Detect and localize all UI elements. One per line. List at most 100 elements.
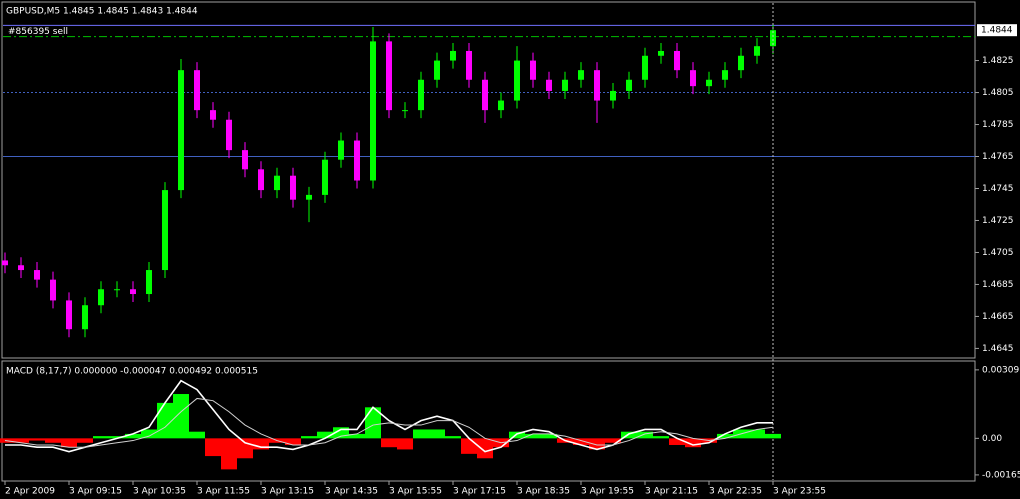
- candle-body: [402, 110, 408, 112]
- chart-title: GBPUSD,M5 1.4845 1.4845 1.4843 1.4844: [6, 7, 198, 17]
- histogram-bar: [61, 438, 77, 448]
- x-tick-label: 3 Apr 18:35: [517, 487, 570, 497]
- candle-body: [306, 194, 312, 200]
- histogram-bar: [189, 431, 205, 439]
- y-tick-label: 1.4785: [982, 120, 1014, 130]
- x-tick-label: 3 Apr 11:55: [197, 487, 250, 497]
- histogram-bar: [477, 438, 493, 459]
- x-tick-label: 3 Apr 15:55: [389, 487, 442, 497]
- candle-body: [130, 289, 136, 295]
- y-tick-label: 1.4665: [982, 312, 1014, 322]
- candle-body: [258, 169, 264, 191]
- candle-body: [450, 50, 456, 61]
- x-tick-label: 3 Apr 10:35: [133, 487, 186, 497]
- candle-body: [82, 305, 88, 330]
- histogram-bar: [669, 438, 685, 445]
- candle-body: [674, 50, 680, 71]
- macd-line: [4, 397, 774, 448]
- histogram-bar: [429, 429, 445, 439]
- macd-panel: [1, 360, 976, 482]
- candle-body: [690, 70, 696, 87]
- candle-body: [146, 270, 152, 295]
- x-tick-label: 2 Apr 2009: [5, 487, 55, 497]
- x-tick-label: 3 Apr 21:15: [645, 487, 698, 497]
- y-tick-label: 1.4705: [982, 248, 1014, 258]
- last-price-box: [977, 24, 1017, 37]
- candle-body: [594, 70, 600, 101]
- histogram-bar: [413, 429, 429, 439]
- candle-body: [546, 79, 552, 91]
- histogram-bar: [13, 438, 29, 443]
- price-panel: [1, 1, 976, 359]
- histogram-bar: [509, 431, 525, 439]
- histogram-bar: [653, 436, 669, 439]
- histogram-bar: [605, 438, 621, 443]
- histogram-bar: [333, 427, 349, 439]
- candle-body: [210, 110, 216, 120]
- x-tick-label: 3 Apr 13:15: [261, 487, 314, 497]
- x-tick-label: 3 Apr 09:15: [69, 487, 122, 497]
- histogram-bar: [589, 438, 605, 450]
- candle-body: [50, 279, 56, 301]
- candle-body: [514, 60, 520, 101]
- candle-body: [562, 79, 568, 91]
- candle-body: [498, 100, 504, 111]
- histogram-bar: [541, 433, 557, 439]
- x-tick-label: 3 Apr 23:55: [773, 487, 826, 497]
- histogram-bar: [205, 438, 221, 457]
- candle-body: [706, 79, 712, 87]
- last-price-label: 1.4844: [981, 26, 1013, 36]
- y-tick-label: 0.00: [982, 434, 1002, 444]
- candle-body: [434, 60, 440, 80]
- histogram-bar: [301, 436, 317, 439]
- histogram-bar: [253, 438, 269, 450]
- candle-body: [2, 260, 8, 266]
- candle-body: [242, 150, 248, 170]
- y-tick-label: 1.4805: [982, 88, 1014, 98]
- histogram-bar: [621, 431, 637, 439]
- histogram-bar: [29, 438, 45, 441]
- histogram-bar: [573, 438, 589, 445]
- candle-body: [322, 159, 328, 195]
- y-tick-label: 1.4745: [982, 184, 1014, 194]
- candle-body: [530, 60, 536, 80]
- candle-body: [66, 300, 72, 330]
- histogram-bar: [45, 438, 61, 443]
- histogram-bar: [637, 431, 653, 439]
- histogram-bar: [397, 438, 413, 450]
- y-tick-label: 1.4645: [982, 344, 1014, 354]
- candle-body: [754, 46, 760, 56]
- order-label: #856395 sell: [8, 27, 68, 37]
- x-tick-label: 3 Apr 14:35: [325, 487, 378, 497]
- histogram-bar: [765, 433, 781, 439]
- candle-body: [482, 79, 488, 111]
- histogram-bar: [125, 433, 141, 439]
- y-tick-label: 1.4725: [982, 216, 1014, 226]
- candle-body: [370, 41, 376, 181]
- x-tick-label: 3 Apr 19:55: [581, 487, 634, 497]
- candle-body: [162, 190, 168, 271]
- histogram-bar: [317, 431, 333, 439]
- candle-body: [626, 79, 632, 91]
- candle-body: [178, 70, 184, 191]
- histogram-bar: [237, 438, 253, 459]
- candle-body: [466, 50, 472, 80]
- candle-body: [354, 140, 360, 181]
- candle-body: [642, 55, 648, 80]
- candle-body: [658, 50, 664, 56]
- candle-body: [114, 289, 120, 291]
- histogram-bar: [461, 438, 477, 454]
- macd-line: [5, 379, 773, 453]
- candle-body: [770, 30, 776, 47]
- histogram-bar: [157, 402, 173, 439]
- candle-body: [290, 175, 296, 200]
- candle-body: [418, 79, 424, 111]
- y-tick-label: 1.4765: [982, 152, 1014, 162]
- candle-body: [738, 55, 744, 71]
- histogram-bar: [381, 438, 397, 448]
- candle-body: [338, 140, 344, 160]
- y-tick-label: 1.4825: [982, 56, 1014, 66]
- y-tick-label: 1.4685: [982, 280, 1014, 290]
- candle-body: [578, 70, 584, 80]
- histogram-bar: [349, 433, 365, 439]
